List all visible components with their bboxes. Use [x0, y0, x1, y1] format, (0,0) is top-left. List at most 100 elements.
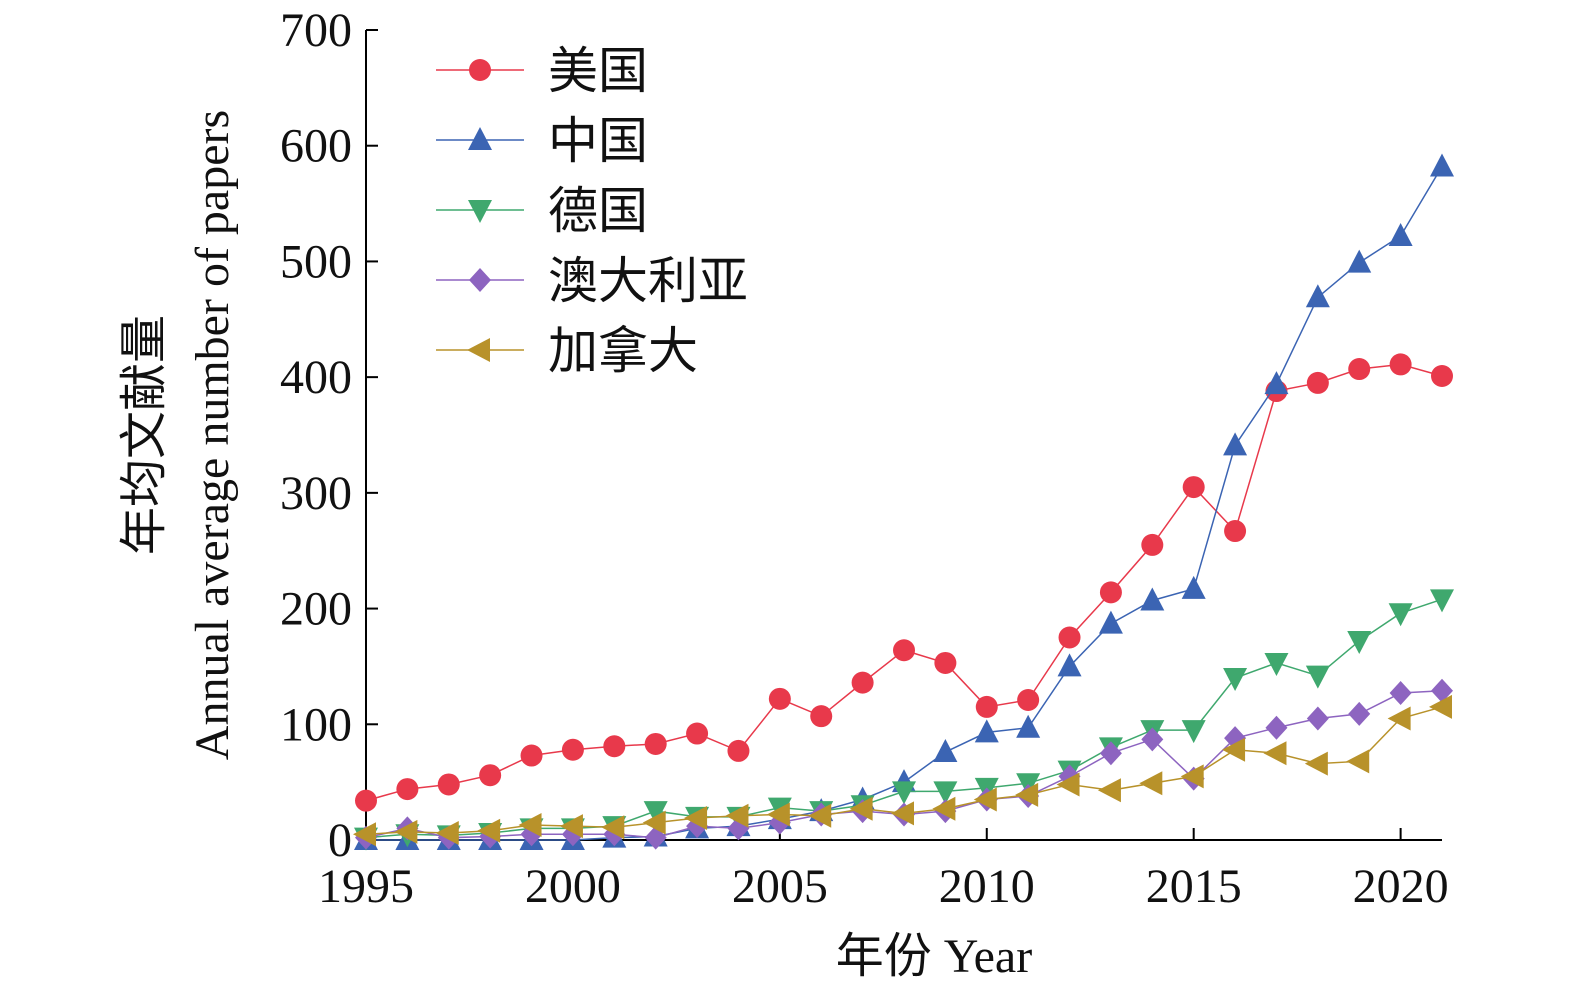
x-axis-title: 年份 Year — [836, 930, 1032, 983]
y-tick-label: 600 — [280, 120, 352, 173]
data-point — [479, 764, 502, 787]
legend-marker — [469, 268, 491, 292]
y-axis-title-cn: 年均文献量 — [118, 315, 171, 555]
data-point — [892, 781, 916, 805]
data-point — [684, 806, 708, 831]
legend-marker — [468, 127, 492, 150]
data-point — [1139, 771, 1163, 796]
data-point — [808, 803, 832, 828]
data-point — [686, 722, 709, 745]
data-point — [1305, 284, 1330, 308]
series-3 — [355, 678, 1453, 850]
x-tick-label: 2000 — [525, 860, 621, 913]
data-point — [1429, 694, 1452, 719]
x-tick-label: 2010 — [939, 860, 1035, 913]
legend-item: 澳大利亚 — [436, 253, 748, 309]
data-point — [1016, 714, 1041, 738]
data-point — [1224, 520, 1247, 543]
data-point — [810, 705, 833, 728]
data-point — [1180, 764, 1204, 789]
data-point — [1347, 249, 1372, 273]
data-point — [893, 639, 915, 662]
data-point — [1347, 630, 1372, 654]
data-point — [1430, 153, 1454, 177]
data-point — [933, 739, 958, 763]
data-point — [1387, 706, 1411, 731]
data-point — [725, 803, 749, 828]
data-point — [1388, 603, 1413, 627]
data-point — [1346, 749, 1370, 774]
data-point — [1263, 741, 1287, 766]
data-point — [1306, 706, 1329, 731]
data-point — [1098, 610, 1123, 634]
data-point — [1389, 681, 1412, 706]
data-point — [1058, 626, 1081, 649]
legend-item: 加拿大 — [436, 323, 698, 379]
data-point — [973, 787, 997, 812]
data-point — [849, 796, 873, 821]
series-0 — [355, 353, 1453, 812]
data-point — [353, 822, 376, 847]
legend-marker — [468, 200, 492, 223]
data-point — [1097, 778, 1121, 803]
data-point — [932, 796, 956, 821]
data-point — [851, 671, 874, 694]
data-point — [1141, 727, 1164, 752]
data-point — [933, 781, 958, 805]
data-point — [934, 651, 957, 674]
data-point — [1348, 701, 1371, 726]
y-tick-label: 300 — [280, 467, 352, 520]
legend-marker — [469, 59, 491, 81]
y-axis-title-en: Annual average number of papers — [186, 110, 239, 760]
data-point — [1141, 533, 1164, 556]
series-layer — [353, 153, 1454, 851]
data-point — [1057, 653, 1082, 677]
data-point — [1264, 371, 1289, 395]
data-point — [891, 801, 914, 826]
series-4 — [353, 694, 1452, 847]
data-point — [1306, 371, 1329, 394]
legend-item: 美国 — [436, 43, 648, 99]
data-point — [642, 810, 666, 835]
data-point — [1181, 575, 1206, 599]
data-point — [1223, 432, 1248, 456]
data-point — [603, 735, 626, 758]
data-point — [1015, 782, 1039, 807]
legend-label: 德国 — [548, 183, 648, 239]
data-point — [601, 815, 625, 840]
data-point — [394, 819, 418, 844]
data-point — [396, 778, 419, 801]
legend-label: 中国 — [548, 113, 648, 169]
data-point — [975, 695, 998, 718]
data-point — [437, 773, 460, 796]
data-point — [1431, 678, 1453, 703]
data-point — [1017, 688, 1040, 711]
data-point — [766, 802, 790, 827]
legend-marker — [467, 338, 490, 362]
series-1 — [354, 153, 1454, 850]
legend-label: 加拿大 — [548, 323, 698, 379]
data-point — [727, 739, 750, 762]
y-tick-label: 500 — [280, 235, 352, 288]
y-tick-label: 700 — [280, 4, 352, 57]
data-point — [1223, 668, 1248, 691]
legend-item: 德国 — [436, 183, 648, 239]
y-tick-label: 200 — [280, 583, 352, 636]
y-tick-label: 400 — [280, 351, 352, 404]
data-point — [1431, 364, 1453, 387]
data-point — [768, 687, 791, 710]
data-point — [1389, 353, 1412, 376]
data-point — [1099, 741, 1122, 766]
data-point — [559, 814, 583, 839]
x-tick-label: 2020 — [1353, 860, 1449, 913]
data-point — [477, 818, 501, 843]
axes: 0 100 200 300 400 500 600 700 1995 2000 2005 2010 20… — [280, 4, 1449, 913]
data-point — [1265, 715, 1288, 740]
data-point — [520, 744, 543, 767]
data-point — [643, 801, 668, 825]
data-point — [1348, 358, 1371, 381]
data-point — [1430, 589, 1454, 613]
data-point — [1305, 665, 1330, 689]
x-tick-label: 2015 — [1146, 860, 1242, 913]
